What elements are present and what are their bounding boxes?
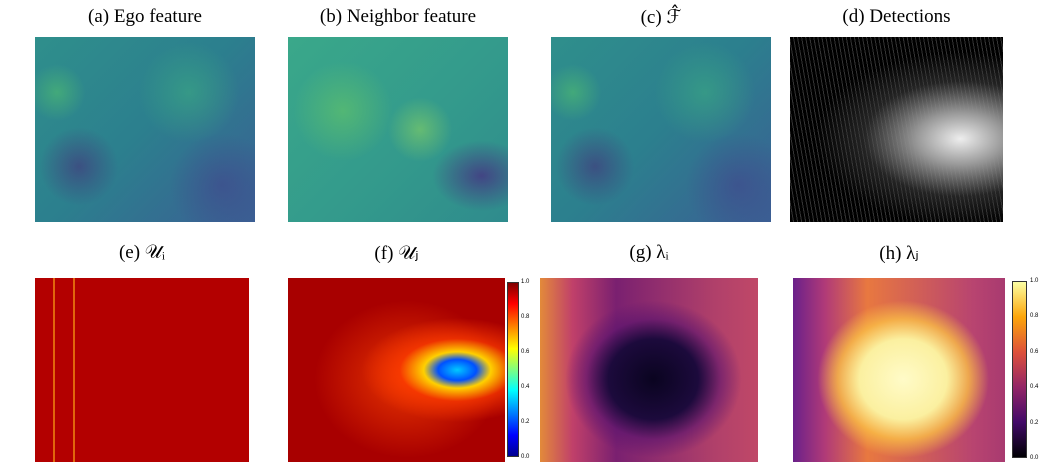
colorbar-tick-label: 0.4 [521, 384, 530, 390]
weight-map [793, 278, 1005, 462]
colorbar-tick-label: 0.4 [1030, 384, 1039, 391]
ego-feature-map [35, 37, 255, 222]
detection-view [790, 37, 1003, 222]
colorbar-tick-label: 0.8 [521, 314, 530, 320]
colorbar-tick-label: 0.2 [1030, 419, 1039, 426]
neighbor-feature-map [288, 37, 508, 222]
caption: (g) λᵢ [629, 242, 669, 263]
colorbar [1012, 281, 1027, 458]
fused-feature-map [551, 37, 771, 222]
caption: (b) Neighbor feature [319, 6, 477, 27]
colorbar-tick-label: 0.0 [521, 454, 530, 460]
colorbar-tick-label: 0.2 [521, 419, 530, 425]
colorbar-tick-label: 0.0 [1030, 455, 1039, 461]
caption: (h) λⱼ [879, 243, 919, 264]
caption: (d) Detections [842, 6, 951, 27]
weight-map [540, 278, 758, 462]
uncertainty-map [35, 278, 249, 462]
caption: (c) ℱ̂ [640, 7, 682, 28]
caption: (f) 𝒰ⱼ [374, 243, 419, 264]
colorbar-tick-label: 0.6 [521, 349, 530, 355]
colorbar-tick-label: 0.6 [1030, 348, 1039, 355]
colorbar-tick-label: 1.0 [521, 279, 530, 285]
uncertainty-map [288, 278, 505, 462]
colorbar-tick-label: 0.8 [1030, 313, 1039, 320]
colorbar-tick-label: 1.0 [1030, 278, 1039, 284]
caption: (e) 𝒰ᵢ [118, 242, 166, 263]
colorbar [507, 282, 519, 457]
caption: (a) Ego feature [88, 6, 202, 27]
